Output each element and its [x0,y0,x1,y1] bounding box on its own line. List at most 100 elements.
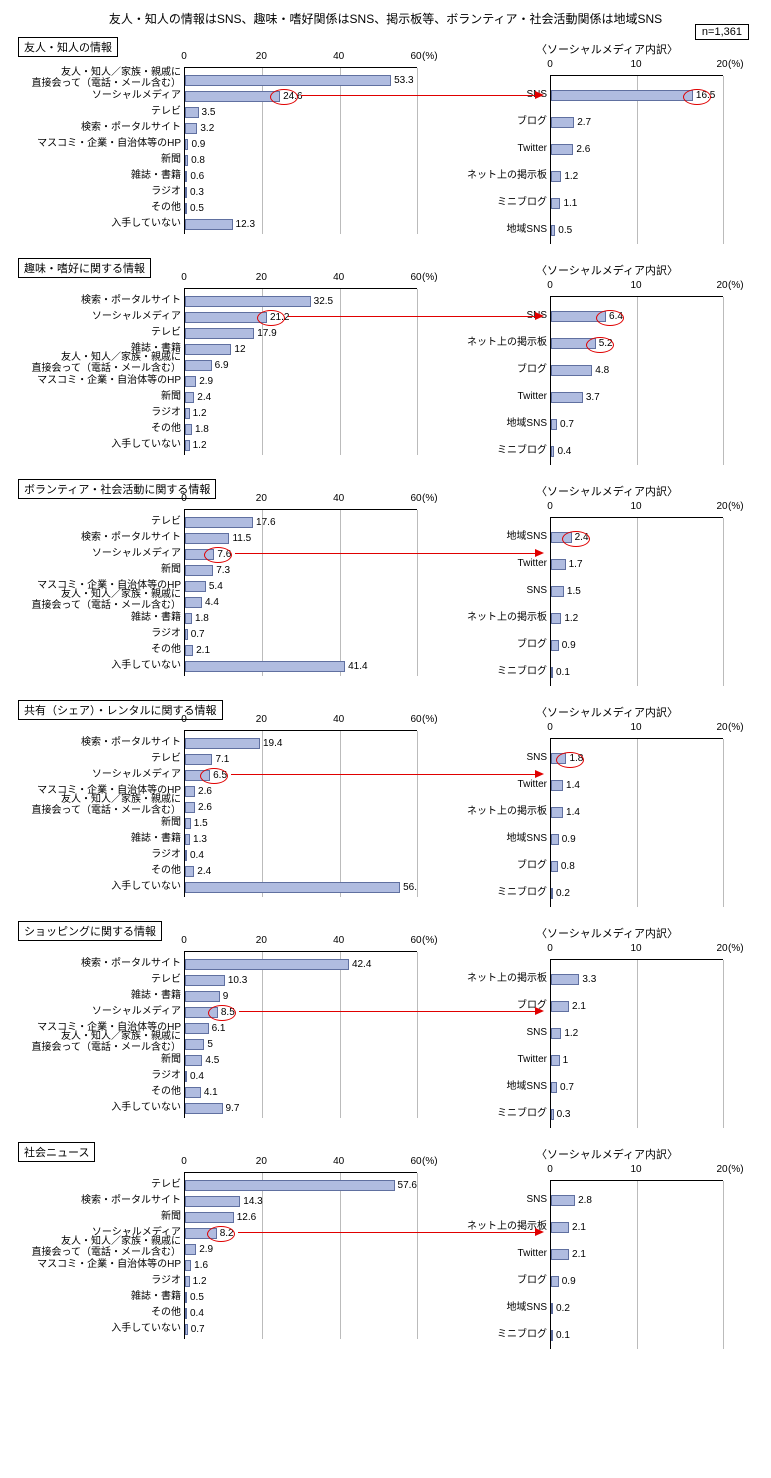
bar [185,107,199,118]
bar-label: ラジオ [11,629,185,640]
bar-label: ラジオ [11,408,185,419]
bar-value: 0.8 [191,155,205,166]
bar-value: 0.9 [562,1276,576,1287]
bar-value: 2.1 [196,645,210,656]
bar [551,780,563,791]
bar-row: ソーシャルメディア21.2 [185,309,417,325]
bar-value: 2.8 [578,1195,592,1206]
bar-label: ソーシャルメディア [11,91,185,102]
bar-label: ラジオ [11,1276,185,1287]
bar-value: 0.9 [562,640,576,651]
bar-value: 4.8 [595,365,609,376]
bar-label: ソーシャルメディア [11,770,185,781]
bar-value: 3.7 [586,392,600,403]
bar-value: 0.5 [190,203,204,214]
bar [185,123,197,134]
bar-row: 検索・ポータルサイト32.5 [185,293,417,309]
panel: 友人・知人の情報0204060(%)友人・知人／家族・親戚に 直接会って（電話・… [0,41,771,244]
bar-label: SNS [459,311,551,322]
bar-value: 1.5 [194,818,208,829]
bar-value: 4.4 [205,597,219,608]
bar-row: 新聞2.4 [185,389,417,405]
bar-label: 新聞 [11,1055,185,1066]
bar-row: その他4.1 [185,1084,417,1100]
bar-row: ミニブログ1.1 [551,190,723,217]
bar [551,198,560,209]
bar-value: 1.3 [193,834,207,845]
bar-row: マスコミ・企業・自治体等のHP2.6 [185,783,417,799]
bar [185,1308,187,1319]
bar-label: 地域SNS [459,1303,551,1314]
bar-value: 2.6 [198,802,212,813]
bar-label: 検索・ポータルサイト [11,1196,185,1207]
bar [551,1082,557,1093]
bar [551,1055,560,1066]
bar-row: テレビ57.6 [185,1177,417,1193]
bar-row: ミニブログ0.3 [551,1101,723,1128]
bar-label: 入手していない [11,1103,185,1114]
bar-value: 19.4 [263,738,282,749]
bar-value: 53.3 [394,75,413,86]
bar [185,408,190,419]
panel: 社会ニュース0204060(%)テレビ57.6検索・ポータルサイト14.3新聞1… [0,1146,771,1349]
bar-row: ブログ2.7 [551,109,723,136]
bar [185,139,188,150]
bar-value: 0.7 [191,1324,205,1335]
bar-value: 16.5 [696,90,715,101]
bar-value: 6.4 [609,311,623,322]
bar-row: 雑誌・書籍0.6 [185,168,417,184]
bar-value: 2.9 [199,1244,213,1255]
bar-value: 5.2 [599,338,613,349]
bar [185,1039,204,1050]
bar-value: 2.6 [198,786,212,797]
bar [551,311,606,322]
x-axis: 0204060(%) [14,714,452,730]
bar [551,888,553,899]
bar-value: 10.3 [228,975,247,986]
bar-value: 3.5 [202,107,216,118]
bar-row: ソーシャルメディア7.6 [185,546,417,562]
bar-label: ブログ [459,1276,551,1287]
bar-row: その他1.8 [185,421,417,437]
bar-row: 雑誌・書籍1.8 [185,610,417,626]
bar [551,807,563,818]
bar-value: 2.6 [576,144,590,155]
bar-label: マスコミ・企業・自治体等のHP [11,1260,185,1271]
bar [551,1303,553,1314]
bar-row: ブログ4.8 [551,357,723,384]
bar [551,753,566,764]
bar-value: 12.3 [236,219,255,230]
bar-label: 検索・ポータルサイト [11,533,185,544]
bar-row: 雑誌・書籍9 [185,988,417,1004]
bar-label: その他 [11,1308,185,1319]
bar [185,360,212,371]
bar-label: 新聞 [11,565,185,576]
bar-row: ソーシャルメディア24.6 [185,88,417,104]
right-chart: 〈ソーシャルメディア内訳〉01020(%)SNS16.5ブログ2.7Twitte… [462,41,752,244]
bar-label: ミニブログ [459,1109,551,1120]
bar [185,581,206,592]
bar-value: 0.9 [562,834,576,845]
bar-value: 9.7 [226,1103,240,1114]
bar-row: 友人・知人／家族・親戚に 直接会って（電話・メール含む）2.9 [185,1241,417,1257]
bar [185,645,193,656]
bar-label: 友人・知人／家族・親戚に 直接会って（電話・メール含む） [11,1032,185,1053]
bar-label: ブログ [459,640,551,651]
bar [185,296,311,307]
bar-value: 0.4 [190,1308,204,1319]
bar [551,171,561,182]
bar-row: Twitter2.6 [551,136,723,163]
bar [551,1222,569,1233]
sample-size: n=1,361 [695,24,749,40]
bar-row: 新聞12.6 [185,1209,417,1225]
bar-label: 雑誌・書籍 [11,613,185,624]
bar-row: 新聞4.5 [185,1052,417,1068]
x-axis: 0204060(%) [14,51,452,67]
bar-label: ネット上の掲示板 [459,613,551,624]
bar [551,861,558,872]
bar [185,1212,234,1223]
bar-label: ミニブログ [459,198,551,209]
bar-row: ネット上の掲示板1.2 [551,163,723,190]
bar [185,1103,223,1114]
x-axis: 0204060(%) [14,935,452,951]
